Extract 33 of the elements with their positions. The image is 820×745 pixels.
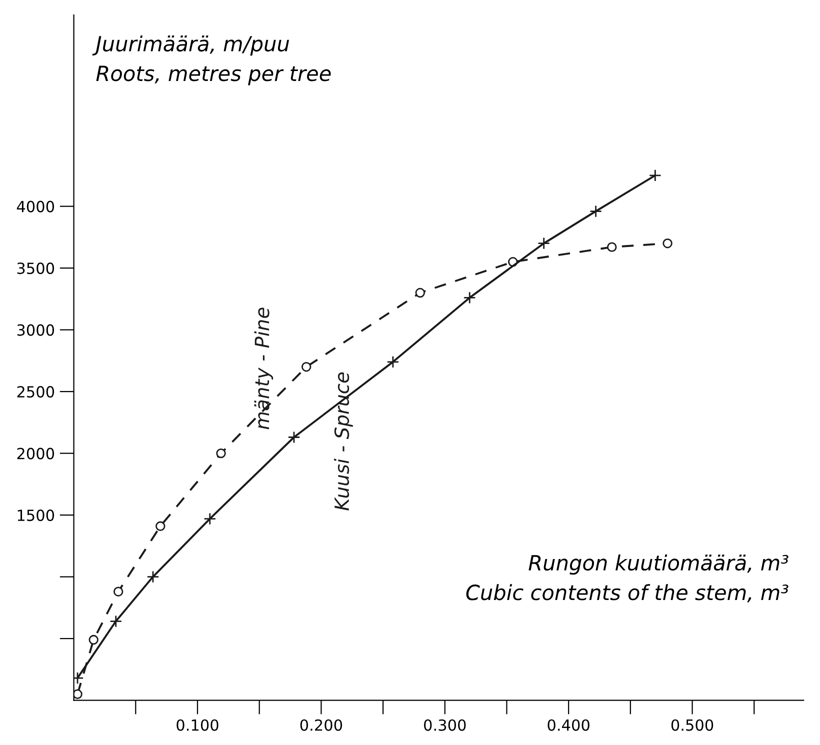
x-tick-label: 0.100 (176, 719, 218, 731)
y-tick-label: 1500 (18, 510, 54, 522)
point (590, 205, 602, 218)
point (74, 689, 82, 699)
point (146, 570, 160, 584)
point (463, 291, 476, 304)
point (648, 169, 662, 182)
point (216, 448, 226, 458)
point (204, 512, 216, 526)
x-tick-label: 0.300 (424, 719, 466, 731)
point (110, 615, 122, 628)
point (538, 237, 550, 250)
y-axis-title: Juurimäärä, m/puu Roots, metres per tree (92, 35, 331, 86)
x-tick-label: 0.400 (548, 719, 590, 731)
point (607, 242, 617, 252)
point (386, 356, 400, 368)
point (415, 288, 426, 298)
y-tick-label: 3000 (17, 324, 54, 336)
x-axis-title: Rungon kuutiomäärä, m³ Cubic contents of the stem, m³ (466, 554, 788, 602)
x-tick-label: 0.500 (671, 719, 714, 731)
point (662, 238, 672, 248)
y-tick-label: 4000 (16, 200, 54, 212)
y-tick-label: 3500 (17, 262, 54, 274)
point (288, 431, 300, 444)
point (88, 634, 98, 645)
point (156, 521, 166, 532)
y-tick-label: 2500 (17, 386, 54, 398)
text: Kuusi - Spruce (334, 372, 353, 510)
y-tick-label: 2000 (17, 448, 54, 460)
point (113, 586, 124, 596)
point (301, 362, 312, 372)
text: mänty - Pine (254, 308, 274, 430)
x-tick-label: 0.200 (300, 719, 342, 731)
